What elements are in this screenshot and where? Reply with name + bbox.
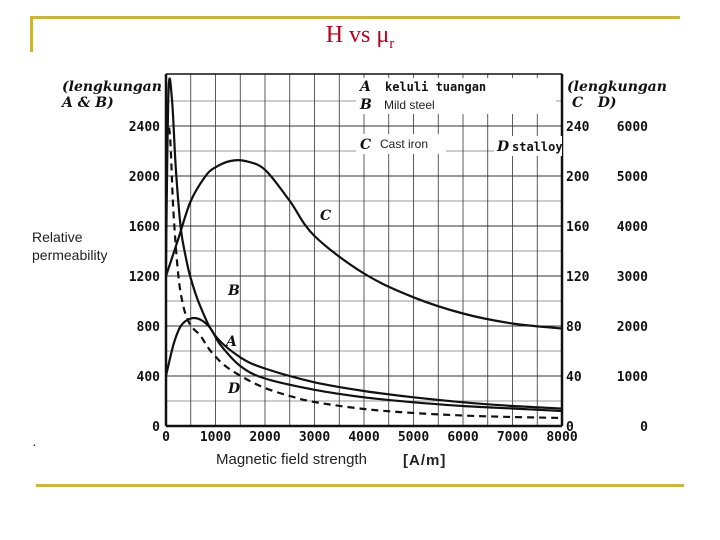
y-left-tick-label: 1200	[129, 270, 160, 285]
right-axis-header-line1: (lengkungan	[567, 79, 667, 95]
y-right-D-tick-label: 5000	[617, 170, 648, 185]
frame-top-rule	[30, 16, 680, 19]
legend-letter-A: A	[358, 79, 371, 95]
left-axis-header-line2: A & B)	[60, 95, 114, 111]
y-right-C-tick-label: 0	[566, 420, 574, 435]
legend-box-A	[356, 78, 556, 114]
legend-box-D	[494, 136, 562, 156]
y-right-D-tick-label: 1000	[617, 370, 648, 385]
legend-text-C: Cast iron	[380, 137, 428, 151]
y-right-ticks: 0 40 80 120 160 200 240 0 1000 2000 3000 4000 5000 60…	[566, 120, 648, 435]
frame-left-rule	[30, 16, 33, 52]
y-right-C-tick-label: 40	[566, 370, 582, 385]
x-tick-label: 6000	[447, 430, 478, 445]
legend-letter-B: B	[359, 97, 372, 113]
stray-mark: ·	[32, 436, 37, 452]
y-left-ticks: 0 400 800 1200 1600 2000 2400	[129, 120, 160, 435]
x-tick-label: 5000	[398, 430, 429, 445]
x-tick-label: 7000	[497, 430, 528, 445]
curve-D	[164, 115, 563, 420]
y-left-tick-label: 0	[152, 420, 160, 435]
curve-B	[164, 77, 563, 410]
x-tick-label: 8000	[546, 430, 577, 445]
legend-letter-C: C	[360, 137, 371, 153]
curve-label-C: C	[320, 208, 331, 224]
y-left-tick-label: 2400	[129, 120, 160, 135]
chart-paper	[164, 72, 566, 428]
x-tick-label: 4000	[348, 430, 379, 445]
curve-label-D: D	[227, 381, 241, 397]
x-tick-label: 0	[162, 430, 170, 445]
y-right-D-tick-label: 2000	[617, 320, 648, 335]
x-tick-label: 1000	[200, 430, 231, 445]
y-right-C-tick-label: 200	[566, 170, 590, 185]
right-axis-header-line2: C D)	[572, 95, 617, 111]
slide-title: H vs μr	[325, 22, 395, 52]
legend-text-D: stalloy	[512, 140, 563, 154]
x-tick-label: 3000	[299, 430, 330, 445]
frame-bottom-rule	[36, 484, 684, 487]
y-right-C-tick-label: 80	[566, 320, 582, 335]
y-right-C-tick-label: 120	[566, 270, 590, 285]
y-left-tick-label: 400	[137, 370, 161, 385]
x-axis-label: Magnetic field strength	[216, 451, 367, 468]
curve-label-A: A	[224, 334, 237, 350]
legend-letter-D: D	[496, 139, 510, 155]
y-right-D-tick-label: 4000	[617, 220, 648, 235]
x-ticks: 0 1000 2000 3000 4000 5000 6000 7000 8000	[162, 430, 578, 445]
y-axis-label: Relative permeability	[32, 228, 107, 264]
y-left-tick-label: 800	[137, 320, 161, 335]
x-axis-unit: [A/m]	[403, 452, 447, 469]
y-right-C-tick-label: 240	[566, 120, 590, 135]
y-axis-label-line2: permeability	[32, 247, 108, 263]
curve-A	[164, 316, 563, 413]
y-left-tick-label: 2000	[129, 170, 160, 185]
legend-text-B: Mild steel	[384, 98, 435, 112]
y-right-D-tick-label: 3000	[617, 270, 648, 285]
curve-C	[164, 158, 563, 330]
legend-box-C	[356, 134, 446, 154]
y-right-C-tick-label: 160	[566, 220, 590, 235]
y-right-D-tick-label: 0	[640, 420, 648, 435]
y-right-D-tick-label: 6000	[617, 120, 648, 135]
left-axis-header-line1: (lengkungan	[62, 79, 162, 95]
y-left-tick-label: 1600	[129, 220, 160, 235]
legend-text-A: keluli tuangan	[385, 80, 486, 94]
y-axis-label-line1: Relative	[32, 229, 83, 245]
x-tick-label: 2000	[249, 430, 280, 445]
curve-label-B: B	[227, 283, 240, 299]
